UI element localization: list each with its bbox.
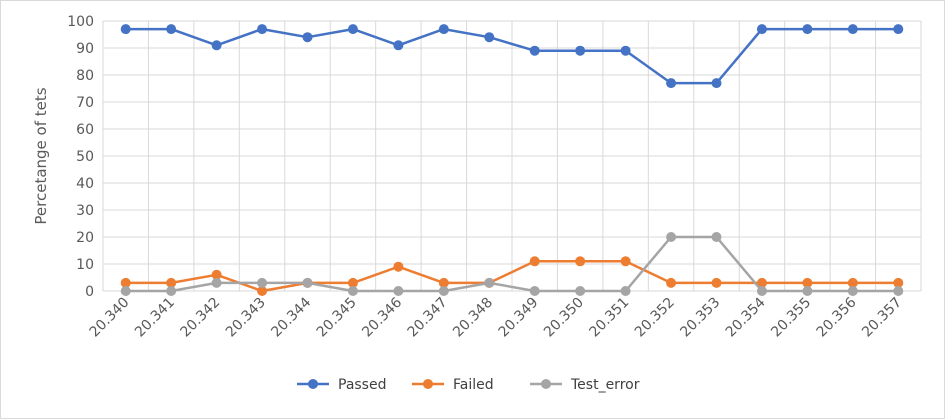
y-tick-label: 10 <box>76 257 94 273</box>
data-point <box>620 286 631 296</box>
data-point <box>529 256 540 267</box>
data-point <box>484 277 495 288</box>
y-tick-label: 50 <box>76 149 94 165</box>
data-point <box>166 286 177 296</box>
series-passed <box>120 24 904 89</box>
data-point <box>120 286 131 296</box>
y-tick-label: 60 <box>76 122 94 138</box>
data-point <box>847 286 858 296</box>
legend-swatch-marker <box>423 379 433 389</box>
data-point <box>802 286 813 296</box>
data-point <box>302 277 313 288</box>
y-axis-label: Percetange of tets <box>32 87 50 224</box>
y-axis-ticks: 0 10 20 30 40 50 60 70 80 90 100 <box>67 14 94 300</box>
data-point <box>393 286 404 296</box>
data-point <box>529 286 540 296</box>
y-tick-label: 90 <box>76 41 94 57</box>
data-point <box>166 24 177 35</box>
data-point <box>666 277 677 288</box>
series-line <box>125 27 899 85</box>
data-point <box>847 24 858 35</box>
series-line <box>125 235 899 293</box>
data-point <box>575 286 586 296</box>
y-tick-label: 70 <box>76 95 94 111</box>
data-point <box>211 40 222 51</box>
data-point <box>438 277 449 288</box>
data-point <box>166 277 177 288</box>
data-point <box>711 277 722 288</box>
data-point <box>257 286 268 296</box>
data-point <box>711 232 722 242</box>
legend-label: Passed <box>338 377 386 393</box>
data-point <box>393 40 404 51</box>
data-point <box>347 286 358 296</box>
data-point <box>575 45 586 56</box>
data-point <box>257 277 268 288</box>
data-point <box>802 24 813 35</box>
legend-item: Passed <box>297 377 386 393</box>
data-point <box>211 277 222 288</box>
data-point <box>893 24 904 35</box>
legend-swatch-marker <box>541 379 551 389</box>
y-tick-label: 40 <box>76 176 94 192</box>
data-point <box>847 277 858 288</box>
data-point <box>211 269 222 280</box>
data-point <box>893 286 904 296</box>
data-point <box>120 24 131 35</box>
data-point <box>484 32 495 43</box>
y-tick-label: 30 <box>76 203 94 219</box>
series-failed <box>120 256 904 296</box>
y-tick-label: 20 <box>76 230 94 246</box>
legend: Passed Failed Test_error <box>297 377 640 393</box>
data-point <box>120 277 131 288</box>
data-point <box>666 78 677 89</box>
legend-swatch-marker <box>308 379 318 389</box>
data-point <box>438 24 449 35</box>
legend-label: Failed <box>453 377 494 393</box>
data-point <box>575 256 586 267</box>
series-test-error <box>120 232 904 296</box>
data-point <box>347 24 358 35</box>
data-point <box>711 78 722 89</box>
data-point <box>802 277 813 288</box>
series-lines <box>120 24 904 296</box>
legend-item: Failed <box>412 377 494 393</box>
data-point <box>620 256 631 267</box>
data-point <box>756 24 767 35</box>
y-tick-label: 0 <box>85 284 94 300</box>
data-point <box>393 261 404 272</box>
data-point <box>529 45 540 56</box>
y-tick-label: 100 <box>67 14 94 30</box>
legend-label: Test_error <box>570 377 640 393</box>
y-tick-label: 80 <box>76 68 94 84</box>
series-line <box>125 260 899 293</box>
data-point <box>257 24 268 35</box>
data-point <box>666 232 677 242</box>
data-point <box>756 277 767 288</box>
data-point <box>302 32 313 43</box>
data-point <box>756 286 767 296</box>
legend-item: Test_error <box>530 377 640 393</box>
data-point <box>893 277 904 288</box>
data-point <box>620 45 631 56</box>
data-point <box>438 286 449 296</box>
data-point <box>347 277 358 288</box>
